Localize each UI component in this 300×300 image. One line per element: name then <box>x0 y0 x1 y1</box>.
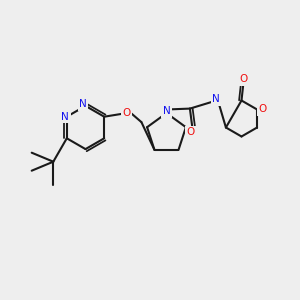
Text: N: N <box>61 112 69 122</box>
Text: O: O <box>187 127 195 137</box>
Text: N: N <box>212 94 220 104</box>
Text: O: O <box>123 108 131 118</box>
Text: O: O <box>239 74 248 85</box>
Text: N: N <box>79 99 87 110</box>
Text: O: O <box>258 104 267 115</box>
Text: N: N <box>163 106 170 116</box>
